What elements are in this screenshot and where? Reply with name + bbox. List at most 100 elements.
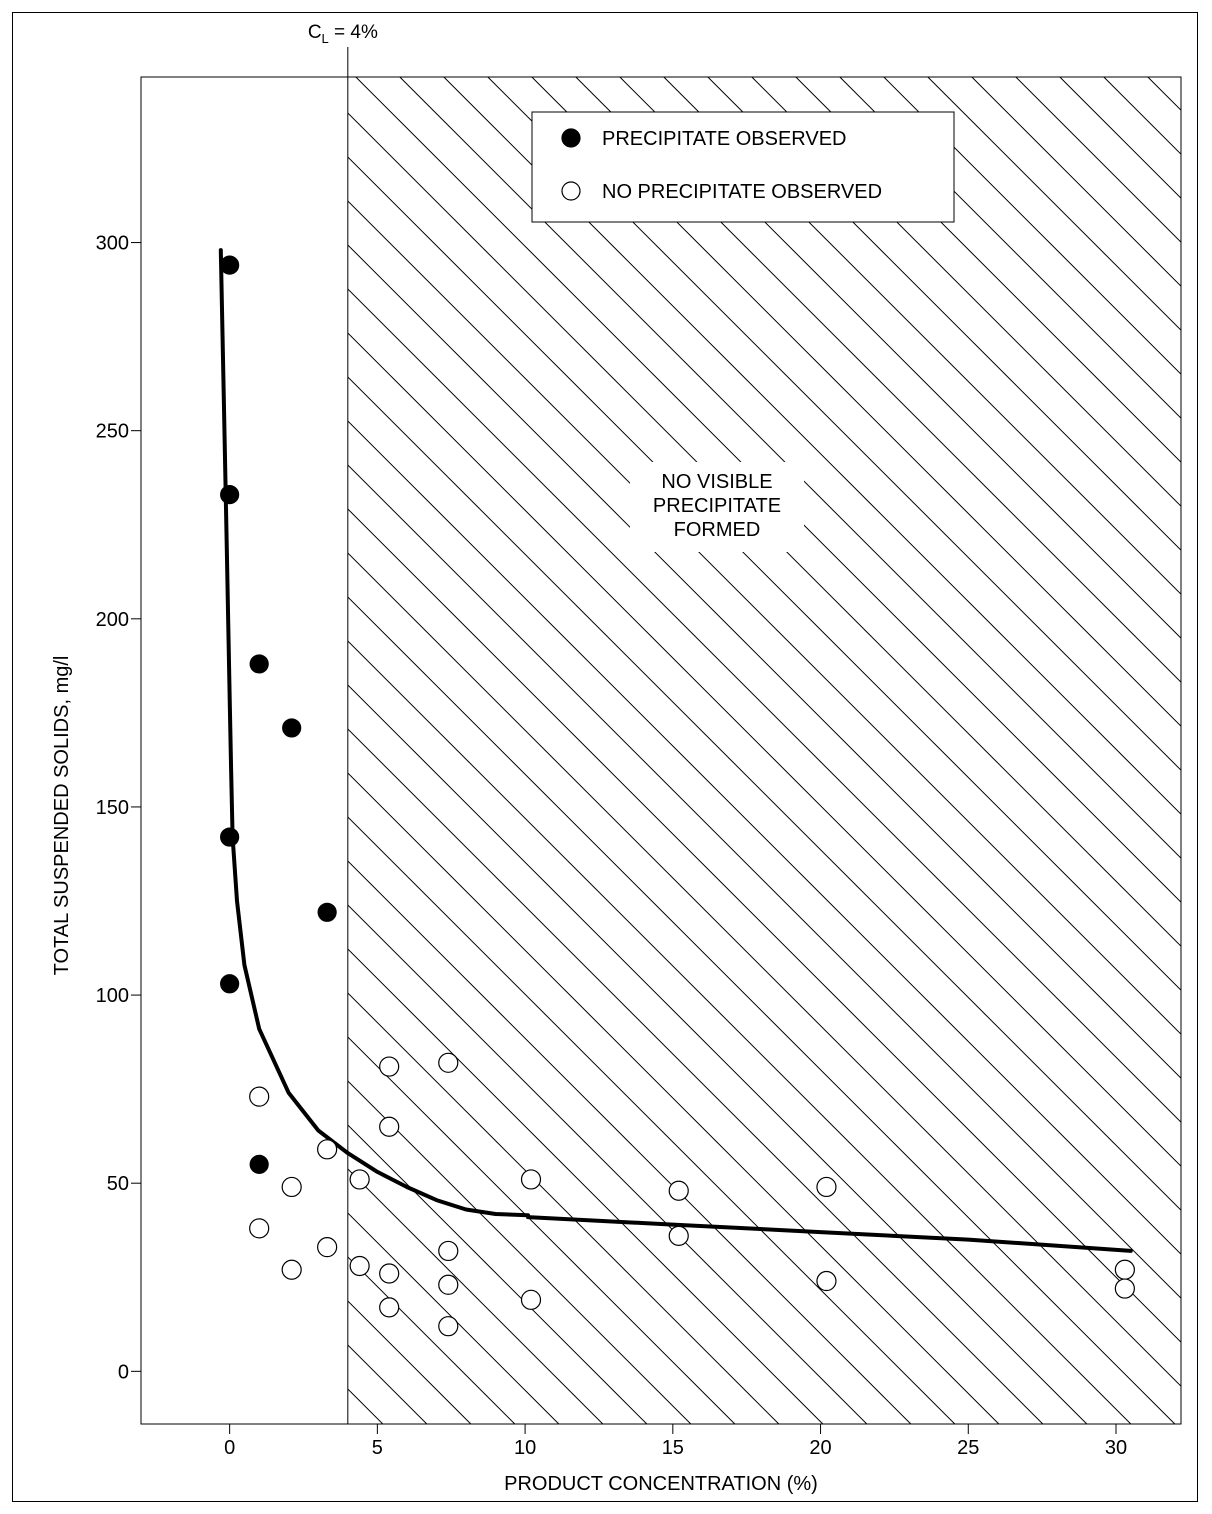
- precipitate-point: [220, 974, 240, 994]
- legend-label: NO PRECIPITATE OBSERVED: [602, 181, 882, 203]
- hatch-line: [347, 596, 1176, 1424]
- region-label-line: NO VISIBLE: [661, 471, 772, 493]
- hatch-line: [487, 77, 1181, 771]
- no-precipitate-point: [379, 1116, 400, 1137]
- precipitate-point: [282, 718, 302, 738]
- region-label-line: PRECIPITATE: [653, 495, 781, 517]
- legend-box: [531, 111, 955, 223]
- hatch-line: [1015, 77, 1181, 243]
- y-tick-label: 0: [118, 1361, 129, 1383]
- hatch-line: [347, 1124, 648, 1424]
- hatch-line: [751, 77, 1181, 507]
- hatch-line: [347, 508, 1181, 1343]
- hatch-line: [355, 77, 1181, 903]
- hatch-line: [663, 77, 1181, 595]
- no-precipitate-point: [317, 1237, 338, 1258]
- hatch-line: [927, 77, 1181, 331]
- x-tick-label: 30: [1105, 1437, 1127, 1459]
- no-precipitate-point: [1114, 1278, 1135, 1299]
- hatch-line: [399, 77, 1181, 859]
- y-tick-label: 150: [96, 797, 129, 819]
- x-tick-label: 5: [372, 1437, 383, 1459]
- figure-frame: [12, 12, 1198, 1502]
- y-tick-label: 300: [96, 233, 129, 255]
- hatch-line: [1103, 77, 1181, 155]
- x-tick-label: 20: [809, 1437, 831, 1459]
- hatch-line: [347, 464, 1181, 1299]
- no-precipitate-point: [816, 1176, 837, 1198]
- hatch-line: [347, 332, 1181, 1167]
- legend-marker-filled: [561, 128, 581, 148]
- no-precipitate-point: [349, 1169, 370, 1190]
- region-label-line: FORMED: [674, 519, 761, 541]
- hatch-line: [347, 112, 1181, 947]
- hatch-line: [347, 772, 1000, 1424]
- hatch-line: [1147, 77, 1181, 111]
- no-precipitate-point: [379, 1263, 400, 1284]
- hatch-line: [347, 1168, 604, 1424]
- limit-line-label: CL = 4%: [308, 22, 378, 46]
- hatch-line: [347, 200, 1181, 1035]
- hatch-line: [347, 1080, 692, 1424]
- trend-curve: [218, 248, 1133, 1253]
- hatch-line: [347, 288, 1181, 1123]
- hatch-line: [619, 77, 1181, 639]
- hatch-line: [347, 420, 1181, 1255]
- no-precipitate-point: [438, 1274, 459, 1295]
- y-axis: 0 50 100 150 200 250 300: [96, 233, 141, 1383]
- no-precipitate-point: [668, 1225, 689, 1246]
- hatch-line: [347, 156, 1181, 991]
- y-tick-label: 250: [96, 421, 129, 443]
- x-tick-label: 15: [662, 1437, 684, 1459]
- hatch-line: [1059, 77, 1181, 199]
- hatch-line: [883, 77, 1181, 375]
- hatch-line: [1192, 77, 1212, 1514]
- precipitate-point: [249, 1154, 269, 1174]
- precipitate-point: [220, 255, 240, 275]
- hatch-line: [531, 77, 1181, 727]
- plot-area: [140, 76, 1182, 1425]
- hatch-line: [707, 77, 1181, 551]
- no-precipitate-point: [438, 1316, 459, 1337]
- hatch-line: [347, 1344, 428, 1424]
- precipitate-point: [220, 485, 240, 505]
- no-precipitate-point: [379, 1056, 400, 1077]
- no-precipitate-point: [668, 1180, 689, 1201]
- hatch-line: [347, 1036, 736, 1424]
- no-precipitate-point: [520, 1289, 542, 1310]
- no-precipitate-point: [281, 1176, 302, 1198]
- hatch-line: [347, 376, 1181, 1211]
- x-tick-label: 0: [224, 1437, 235, 1459]
- hatch-line: [347, 684, 1088, 1424]
- precipitate-point: [249, 654, 269, 674]
- no-precipitate-point: [249, 1086, 270, 1107]
- legend-label: PRECIPITATE OBSERVED: [602, 128, 847, 150]
- no-precipitate-point: [816, 1270, 837, 1292]
- x-axis-label: PRODUCT CONCENTRATION (%): [504, 1473, 818, 1495]
- no-precipitate-point: [349, 1255, 370, 1277]
- hatch-line: [347, 904, 868, 1424]
- no-precipitate-point: [438, 1052, 459, 1073]
- hatch-line: [347, 728, 1044, 1424]
- hatch-line: [347, 1212, 560, 1424]
- y-axis-label: TOTAL SUSPENDED SOLIDS, mg/l: [51, 656, 73, 976]
- hatch-line: [795, 77, 1181, 463]
- data-points: [220, 255, 1135, 1337]
- no-precipitate-point: [1114, 1259, 1135, 1280]
- legend-marker-open: [561, 181, 581, 201]
- hatch-line: [347, 1300, 472, 1424]
- precipitate-point: [317, 902, 337, 922]
- hatch-line: [347, 992, 780, 1424]
- hatch-line: [443, 77, 1181, 815]
- hatch-line: [0, 77, 492, 1514]
- legend: PRECIPITATE OBSERVED NO PRECIPITATE OBSER…: [531, 111, 955, 223]
- no-precipitate-point: [520, 1169, 542, 1190]
- hatch-line: [839, 77, 1181, 419]
- hatch-line: [347, 1388, 384, 1424]
- x-axis: 0 5 10 15 20 25 30: [224, 1424, 1127, 1459]
- y-tick-label: 50: [107, 1173, 129, 1195]
- hatch-line: [347, 816, 956, 1424]
- no-precipitate-point: [438, 1240, 459, 1262]
- no-precipitate-point: [249, 1218, 270, 1239]
